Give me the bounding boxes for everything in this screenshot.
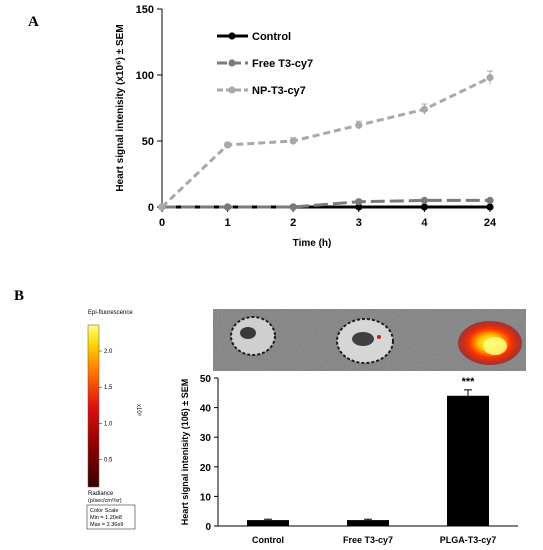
chart-b-bar bbox=[447, 395, 489, 526]
chart-a-legend-marker bbox=[228, 32, 236, 40]
chart-a-point bbox=[289, 137, 297, 145]
chart-a-point bbox=[224, 203, 232, 211]
colorbar-radiance-label: Radiance bbox=[88, 491, 114, 497]
colorbar-legend: Epi-fluorescence 2.0 1.5 1.0 0.5 x10⁹ Radia… bbox=[86, 310, 142, 530]
chart-a-x-label: Time (h) bbox=[293, 238, 332, 249]
chart-a-x-tick-label: 0 bbox=[159, 217, 165, 229]
chart-a-x-tick-label: 4 bbox=[421, 217, 428, 229]
chart-a-series-1 bbox=[158, 196, 494, 211]
colorbar-title: Epi-fluorescence bbox=[88, 310, 133, 316]
colorbar-scale-line-3: Max = 2.36e9 bbox=[90, 522, 123, 528]
chart-a-x-tick-label: 3 bbox=[356, 217, 362, 229]
chart-a-y-tick-label: 100 bbox=[136, 70, 154, 82]
chart-b-y-tick-label: 40 bbox=[200, 404, 212, 415]
chart-a-point bbox=[420, 196, 428, 204]
chart-a-point bbox=[420, 203, 428, 211]
panel-b-letter: B bbox=[14, 288, 25, 304]
chart-a-point bbox=[224, 141, 232, 149]
chart-b-significance: *** bbox=[462, 376, 476, 388]
chart-a-legend-marker bbox=[228, 86, 236, 94]
chart-a-y-tick-label: 150 bbox=[136, 4, 154, 16]
chart-a-x-tick-label: 1 bbox=[225, 217, 231, 229]
chart-a-point bbox=[486, 196, 494, 204]
chart-b-y-tick-label: 10 bbox=[200, 492, 212, 503]
chart-a-x-tick-label: 24 bbox=[484, 217, 497, 229]
chart-b-x-tick-label: PLGA-T3-cy7 bbox=[440, 535, 497, 545]
colorbar-scale-line-1: Color Scale bbox=[90, 508, 118, 514]
colorbar-radiance-unit: (p/sec/cm²/sr) bbox=[88, 498, 122, 504]
ivis-image bbox=[213, 309, 526, 371]
chart-b-y-tick-label: 50 bbox=[200, 374, 212, 385]
ivis-image-strip bbox=[213, 309, 526, 371]
colorbar-scale-box bbox=[86, 504, 136, 530]
chart-b-bar: 0 10 20 30 40 50 *** Control Free T3-cy7 PLGA-T… bbox=[180, 374, 518, 545]
chart-b-y-label: Heart signal intenisity (106) ± SEM bbox=[180, 379, 190, 525]
chart-a-line: 0 50 100 150 0 1 2 3 4 24 Control Free T3-cy7 NP-T… bbox=[115, 4, 497, 249]
chart-a-y-tick-label: 0 bbox=[148, 202, 154, 214]
chart-a-legend-marker bbox=[228, 59, 236, 67]
chart-a-point bbox=[158, 203, 166, 211]
chart-a-series-line bbox=[162, 198, 490, 209]
colorbar-scale-line-2: Min = 1.20e8 bbox=[90, 515, 122, 521]
chart-a-point bbox=[355, 198, 363, 206]
chart-a-y-label: Heart signal intenisity (x10⁶) ± SEM bbox=[115, 24, 126, 191]
panel-a-letter: A bbox=[28, 14, 39, 30]
chart-a-y-tick-label: 50 bbox=[142, 136, 154, 148]
chart-b-bar bbox=[347, 520, 389, 526]
chart-a-x-tick-label: 2 bbox=[290, 217, 296, 229]
chart-a-point bbox=[420, 105, 428, 113]
chart-a-series-line bbox=[160, 76, 491, 209]
chart-b-y-tick-label: 0 bbox=[205, 522, 211, 533]
chart-b-x-tick-label: Control bbox=[252, 535, 284, 545]
chart-a-legend-label: Control bbox=[252, 31, 291, 43]
colorbar-exponent: x10⁹ bbox=[135, 404, 142, 417]
chart-a-point bbox=[486, 203, 494, 211]
chart-a-series-2 bbox=[158, 70, 494, 211]
chart-b-bar bbox=[247, 520, 289, 526]
chart-b-x-tick-label: Free T3-cy7 bbox=[343, 535, 393, 545]
chart-a-legend-label: Free T3-cy7 bbox=[252, 58, 313, 70]
chart-a-point bbox=[289, 203, 297, 211]
colorbar-gradient bbox=[87, 324, 100, 488]
chart-b-y-tick-label: 30 bbox=[200, 433, 212, 444]
chart-b-y-tick-label: 20 bbox=[200, 463, 212, 474]
colorbar-tick-label: 1.0 bbox=[104, 421, 113, 427]
colorbar-tick-label: 0.5 bbox=[104, 458, 113, 464]
colorbar-tick-label: 2.0 bbox=[104, 349, 113, 355]
chart-a-legend-label: NP-T3-cy7 bbox=[252, 85, 306, 97]
chart-a-point bbox=[355, 203, 363, 211]
chart-a-point bbox=[486, 74, 494, 82]
colorbar-tick-label: 1.5 bbox=[104, 385, 113, 391]
chart-a-point bbox=[355, 121, 363, 129]
